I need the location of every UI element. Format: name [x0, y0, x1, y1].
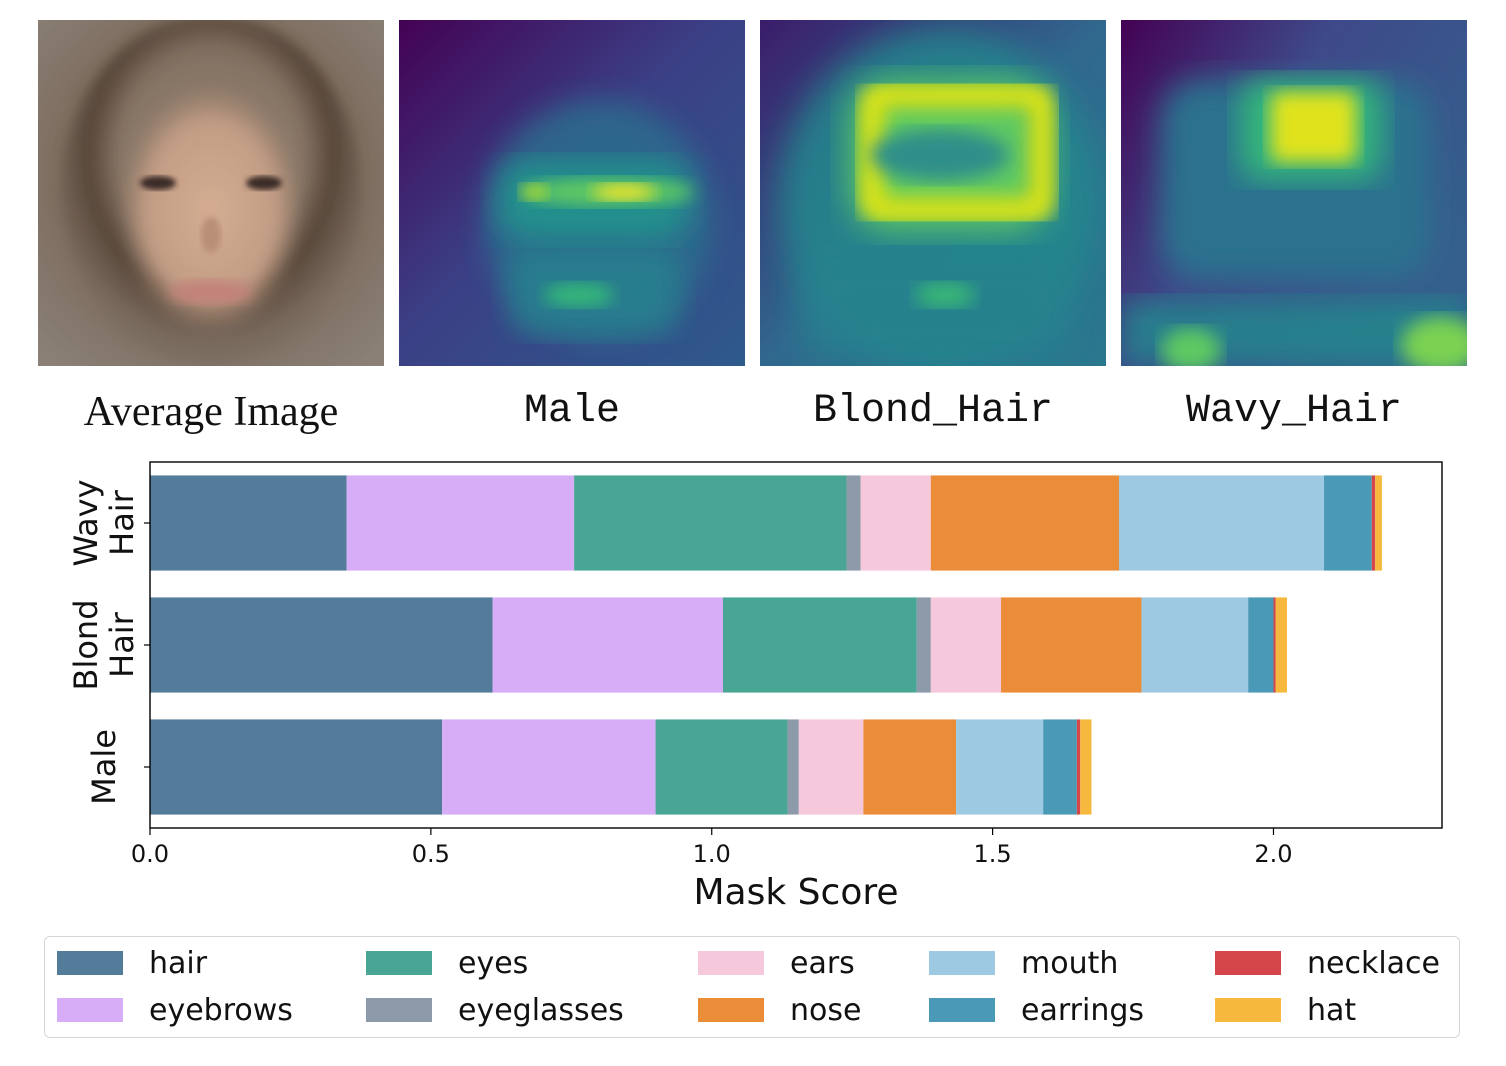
legend-swatch-eyes [366, 951, 432, 975]
legend-label-eyebrows: eyebrows [149, 992, 293, 1028]
male-heatmap-panel [399, 20, 745, 366]
bar-eyeglasses-1 [916, 597, 931, 693]
legend-swatch-eyeglasses [366, 998, 432, 1022]
y-tick-label-2: Male [85, 729, 123, 805]
legend-swatch-hat [1215, 998, 1281, 1022]
legend-label-eyeglasses: eyeglasses [458, 992, 624, 1028]
male-saliency-heatmap [399, 20, 745, 366]
legend-item-earrings: earrings [929, 990, 1144, 1030]
bar-eyes-0 [574, 475, 847, 571]
plot-frame [149, 461, 1443, 829]
wavy-hair-saliency-heatmap [1121, 20, 1467, 366]
wavy-hair-caption: Wavy_Hair [1185, 389, 1403, 434]
blond-hair-heatmap-panel [760, 20, 1106, 366]
legend-item-necklace: necklace [1215, 943, 1440, 983]
bar-eyeglasses-2 [787, 719, 799, 815]
legend-swatch-earrings [929, 998, 995, 1022]
legend-swatch-ears [698, 951, 764, 975]
legend-swatch-mouth [929, 951, 995, 975]
bar-mouth-2 [956, 719, 1044, 815]
legend-item-nose: nose [698, 990, 861, 1030]
bar-eyebrows-2 [442, 719, 656, 815]
y-tick-label-1: BlondHair [67, 599, 141, 690]
legend-label-nose: nose [790, 992, 862, 1028]
bar-nose-2 [863, 719, 957, 815]
legend-item-ears: ears [698, 943, 855, 983]
bar-eyebrows-0 [346, 475, 575, 571]
average-image-caption: Average Image [83, 389, 339, 435]
bar-necklace-1 [1273, 597, 1276, 693]
bar-hat-2 [1080, 719, 1092, 815]
legend-item-mouth: mouth [929, 943, 1118, 983]
x-tick-label-1: 0.5 [412, 840, 450, 868]
bar-eyes-1 [722, 597, 917, 693]
bar-eyeglasses-0 [846, 475, 861, 571]
mask-score-chart: WavyHair BlondHair Male 0.0 0.5 1.0 1.5 2.0 Mask… [67, 461, 1443, 913]
bar-hat-0 [1375, 475, 1382, 571]
bar-mouth-1 [1141, 597, 1249, 693]
x-axis-label: Mask Score [694, 872, 899, 913]
average-face-image [38, 20, 384, 366]
legend-swatch-necklace [1215, 951, 1281, 975]
x-tick-label-3: 1.5 [974, 840, 1012, 868]
bar-eyebrows-1 [492, 597, 723, 693]
legend-item-hat: hat [1215, 990, 1356, 1030]
bar-nose-1 [1001, 597, 1142, 693]
legend-label-necklace: necklace [1307, 945, 1441, 981]
legend-label-earrings: earrings [1021, 992, 1145, 1028]
bar-hair-1 [150, 597, 493, 693]
male-caption: Male [523, 389, 620, 434]
legend-label-hair: hair [149, 945, 208, 981]
bar-mouth-0 [1119, 475, 1325, 571]
x-tick-label-4: 2.0 [1254, 840, 1292, 868]
wavy-hair-heatmap-panel [1121, 20, 1467, 366]
legend-item-hair: hair [57, 943, 207, 983]
bar-earrings-0 [1324, 475, 1372, 571]
legend-label-eyes: eyes [458, 945, 529, 981]
legend-item-eyeglasses: eyeglasses [366, 990, 624, 1030]
y-tick-label-0: WavyHair [67, 479, 141, 566]
chart-legend: hair eyebrows eyes eyeglasses ears nose mouth e… [44, 936, 1460, 1038]
x-tick-label-2: 1.0 [693, 840, 731, 868]
bar-ears-2 [798, 719, 864, 815]
legend-label-ears: ears [790, 945, 855, 981]
bar-hair-0 [150, 475, 347, 571]
bar-earrings-2 [1043, 719, 1077, 815]
bar-eyes-2 [655, 719, 788, 815]
legend-swatch-nose [698, 998, 764, 1022]
bar-necklace-0 [1371, 475, 1376, 571]
average-image-panel [38, 20, 384, 366]
blond-hair-caption: Blond_Hair [812, 389, 1054, 434]
blond-hair-saliency-heatmap [760, 20, 1106, 366]
bar-hair-2 [150, 719, 443, 815]
bar-earrings-1 [1248, 597, 1274, 693]
legend-item-eyebrows: eyebrows [57, 990, 293, 1030]
bar-ears-0 [860, 475, 931, 571]
bar-ears-1 [930, 597, 1002, 693]
legend-label-mouth: mouth [1021, 945, 1119, 981]
legend-swatch-eyebrows [57, 998, 123, 1022]
x-tick-label-0: 0.0 [131, 840, 169, 868]
legend-label-hat: hat [1307, 992, 1357, 1028]
bar-nose-0 [930, 475, 1119, 571]
legend-item-eyes: eyes [366, 943, 528, 983]
bar-hat-1 [1275, 597, 1287, 693]
legend-swatch-hair [57, 951, 123, 975]
bar-necklace-2 [1076, 719, 1081, 815]
